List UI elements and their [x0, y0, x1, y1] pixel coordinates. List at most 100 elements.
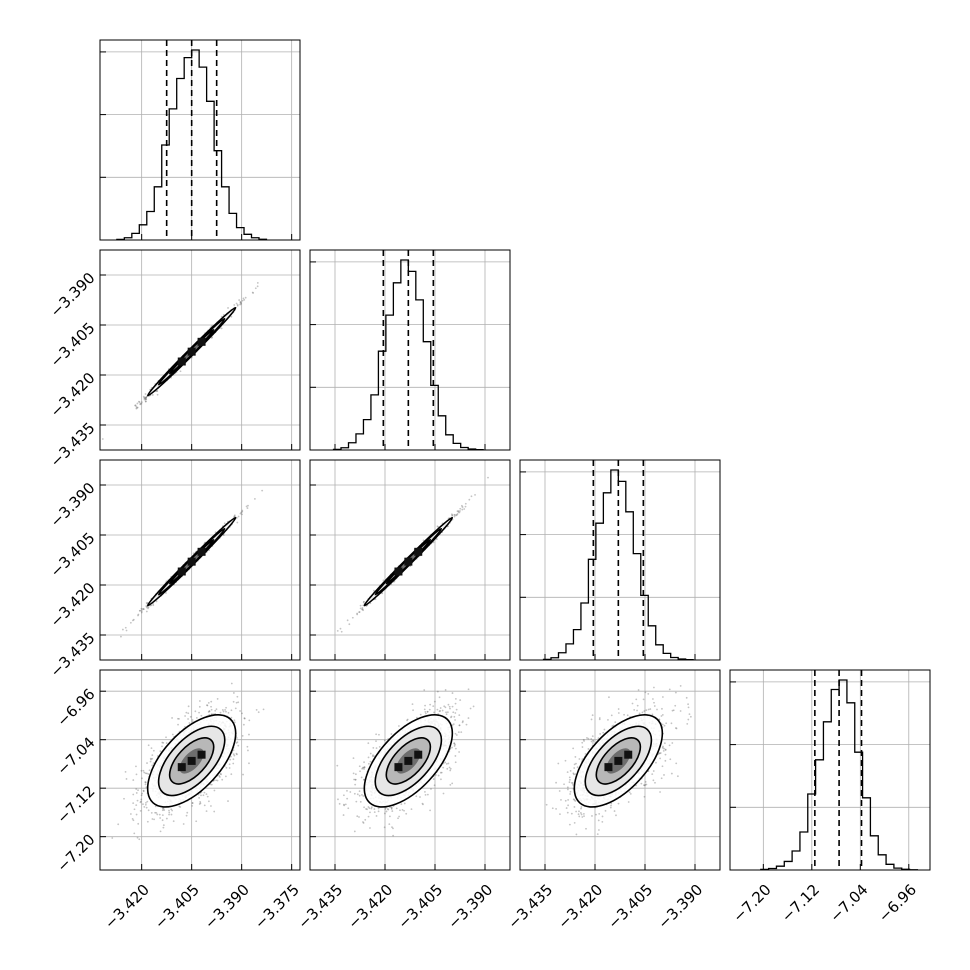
scatter-point [140, 610, 143, 612]
scatter-point [184, 715, 187, 717]
scatter-point [232, 700, 235, 703]
scatter-point [198, 803, 201, 805]
scatter-point [141, 777, 143, 780]
scatter-point [363, 766, 366, 769]
scatter-point [246, 745, 249, 748]
scatter-point [451, 514, 454, 517]
scatter-point [239, 300, 242, 303]
scatter-point [136, 406, 139, 409]
scatter-point [191, 802, 194, 804]
scatter-point [140, 401, 143, 403]
x-tick-label: −3.405 [151, 881, 203, 933]
scatter-point [144, 393, 147, 395]
scatter-point [135, 788, 138, 790]
scatter-point [243, 717, 246, 720]
scatter-point [170, 808, 173, 811]
scatter-point [145, 605, 148, 608]
scatter-point [187, 705, 190, 708]
scatter-point [242, 723, 245, 726]
density-peak [394, 567, 403, 576]
scatter-point [435, 538, 438, 540]
scatter-point [229, 758, 232, 761]
scatter-point [143, 398, 146, 401]
scatter-point [343, 804, 346, 807]
scatter-point [141, 792, 144, 795]
scatter-point [140, 800, 142, 803]
scatter-point [369, 760, 372, 763]
scatter-point [210, 783, 213, 786]
scatter-point [359, 770, 361, 773]
scatter-point [203, 804, 206, 807]
scatter-point [151, 754, 154, 756]
scatter-point [210, 708, 213, 711]
scatter-point [137, 613, 140, 616]
y-tick-label: −3.420 [47, 579, 99, 631]
scatter-point [133, 832, 136, 835]
scatter-point [150, 758, 152, 761]
scatter-point [248, 762, 250, 765]
scatter-point [187, 712, 190, 715]
scatter-point [241, 734, 244, 737]
scatter-point [140, 402, 143, 405]
scatter-point [198, 796, 201, 799]
scatter-point [161, 814, 164, 817]
scatter-point [135, 773, 138, 776]
scatter-point [239, 303, 242, 306]
scatter-point [168, 809, 170, 812]
scatter-point [138, 609, 141, 612]
density-peak [197, 547, 206, 556]
scatter-point [230, 709, 233, 712]
y-tick-label: −7.20 [53, 830, 98, 875]
scatter-point [142, 789, 145, 792]
scatter-point [236, 303, 239, 306]
scatter-point [247, 504, 249, 507]
scatter-point [156, 393, 159, 396]
scatter-point [364, 818, 367, 821]
scatter-point [233, 721, 236, 724]
scatter-point [147, 606, 150, 609]
panel-2-0: −3.435−3.420−3.405−3.390 [47, 459, 301, 681]
scatter-point [215, 779, 217, 782]
scatter-point [362, 601, 365, 604]
scatter-point [221, 709, 224, 711]
scatter-point [391, 810, 394, 812]
scatter-point [191, 802, 194, 804]
scatter-point [213, 810, 216, 813]
scatter-point [136, 836, 139, 839]
scatter-point [152, 749, 155, 752]
scatter-point [198, 711, 200, 714]
scatter-point [214, 709, 217, 712]
scatter-point [262, 708, 265, 711]
scatter-point [362, 778, 365, 781]
scatter-point [185, 711, 188, 714]
scatter-point [198, 705, 201, 708]
scatter-point [161, 819, 164, 822]
scatter-point [247, 749, 249, 752]
scatter-point [349, 791, 352, 793]
scatter-point [230, 716, 233, 719]
scatter-point [252, 292, 255, 294]
scatter-point [142, 790, 145, 793]
scatter-point [356, 613, 359, 616]
scatter-point [219, 772, 222, 775]
scatter-point [398, 815, 401, 818]
scatter-point [243, 717, 246, 720]
scatter-point [135, 804, 138, 807]
scatter-point [403, 802, 406, 805]
scatter-point [132, 618, 135, 621]
scatter-point [152, 604, 155, 607]
scatter-point [207, 701, 210, 704]
scatter-point [361, 608, 364, 611]
scatter-point [235, 752, 238, 755]
scatter-point [138, 400, 140, 403]
scatter-point [424, 704, 426, 707]
scatter-point [362, 609, 365, 612]
scatter-point [220, 327, 223, 330]
scatter-point [156, 390, 159, 392]
scatter-point [228, 763, 231, 766]
scatter-points [111, 682, 265, 841]
scatter-point [372, 747, 375, 749]
panel-frame [519, 459, 721, 661]
density-peak [177, 567, 186, 576]
density-peak [187, 347, 196, 356]
